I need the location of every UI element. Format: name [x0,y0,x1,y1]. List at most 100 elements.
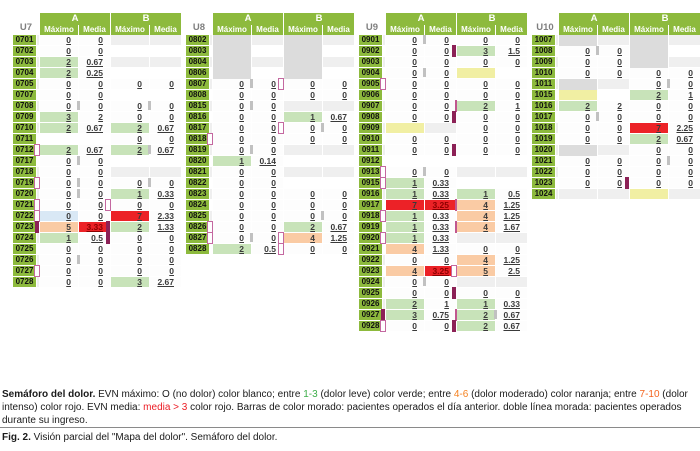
cell-b-media: 0 [150,134,181,144]
gray-divider-bar [77,255,80,264]
row-gap [556,79,558,89]
cell-a-maximo: 0 [386,57,424,67]
column-subheader: Máximo [386,24,424,36]
cell-a-maximo: 4 [386,244,424,254]
cell-a-media: 0.25 [79,68,110,78]
row-id: 0925 [359,288,382,298]
row-id: 0726 [13,255,36,265]
operated-during-stay-line [455,221,457,233]
cell-a-maximo: 0 [386,134,424,144]
row-gap [37,35,39,45]
cell-b-media: 0 [150,112,181,122]
row-gap [383,35,385,45]
legend-range-red: media > 3 [143,402,188,413]
cell-b-media [323,57,354,67]
cell-b-media: 0 [669,79,700,89]
cell-b-media: 2.67 [150,277,181,287]
cell-b-maximo: 0 [457,134,495,144]
cell-b-media [323,145,354,155]
cell-b-maximo: 0 [457,35,495,45]
row-id: 0711 [13,134,36,144]
cell-b-maximo: 0 [278,243,322,255]
cell-a-maximo: 0 [40,79,78,89]
cell-b-maximo: 0 [452,111,495,123]
cell-a-maximo [559,79,597,90]
row-id: 1008 [532,46,555,56]
unit-label: U9 [365,22,379,33]
gray-divider-bar [148,145,151,154]
cell-b-maximo [284,167,322,177]
cell-b-maximo: 2 [284,222,322,232]
cell-b-media: 1.25 [496,200,527,210]
operated-during-stay-marker [278,243,284,255]
cell-b-media [669,189,700,199]
cell-b-media [150,46,181,56]
row-id: 0724 [13,233,36,243]
row-gap [37,123,39,133]
row-gap [383,57,385,67]
cell-a-media: 0 [252,145,283,155]
cell-a-media [252,57,283,67]
row-id: 0901 [359,35,382,45]
row-gap [556,156,558,166]
row-id: 0926 [359,299,382,309]
row-id: 0823 [186,189,209,199]
cell-b-media [323,156,354,166]
cell-a-maximo [213,46,251,57]
column-subheader: Media [252,24,283,36]
cell-b-media: 0 [150,266,181,276]
cell-a-media: 0.67 [79,57,110,67]
cell-a-media [598,79,629,89]
cell-b-media: 1.5 [496,46,527,56]
row-gap [556,90,558,100]
cell-a-media [598,189,629,199]
operated-during-stay-line [455,100,457,112]
gray-divider-bar [77,189,80,198]
cell-b-maximo: 1 [457,299,495,309]
cell-b-media: 0 [496,145,527,155]
gray-divider-bar [77,101,80,110]
row-gap [383,244,385,254]
cell-b-media [150,156,181,166]
cell-b-maximo: 0 [105,199,149,211]
row-id: 0719 [13,178,36,188]
cell-a-maximo: 0 [213,101,253,111]
cell-b-maximo [111,57,149,67]
cell-a-media: 0 [252,90,283,100]
unit-table-u7: U7 A B Máximo Media Máximo Media 0701 0 0 0702 0 0 07… [13,13,181,331]
operated-during-stay-marker [380,320,386,332]
row-id: 0802 [186,35,209,45]
column-subheader: Máximo [40,24,78,36]
cell-b-media: 0 [669,156,700,166]
cell-a-maximo [559,90,597,100]
cell-b-maximo: 4 [455,221,495,233]
row-gap [383,288,385,298]
cell-b-maximo: 0 [452,287,495,299]
column-subheader: Media [425,24,456,36]
cell-b-media: 0 [496,134,527,144]
row-id: 0808 [186,90,209,100]
cell-a-media: 0 [79,156,110,166]
row-gap [210,189,212,199]
cell-b-media: 1.25 [496,255,527,265]
unit-label: U8 [192,22,206,33]
row-id: 0708 [13,101,36,111]
cell-a-media: 0 [598,156,629,166]
row-id: 0806 [186,68,209,78]
cell-a-media: 0 [252,167,283,177]
cell-b-maximo: 2 [630,90,668,100]
cell-a-maximo: 2 [40,57,78,67]
row-id: 0915 [359,178,382,188]
cell-b-media: 1.67 [496,222,527,232]
cell-a-maximo: 0 [40,90,78,100]
cell-b-media: 0.67 [150,123,181,133]
cell-a-media: 0 [252,112,283,122]
row-gap [37,46,39,56]
cell-a-media: 0 [252,134,283,144]
cell-a-maximo [559,189,597,199]
gray-divider-bar [596,112,599,121]
cell-a-maximo: 0 [213,123,251,133]
cell-b-maximo [457,167,495,177]
cell-b-maximo: 0 [284,90,322,100]
cell-b-media: 0.33 [496,299,527,309]
